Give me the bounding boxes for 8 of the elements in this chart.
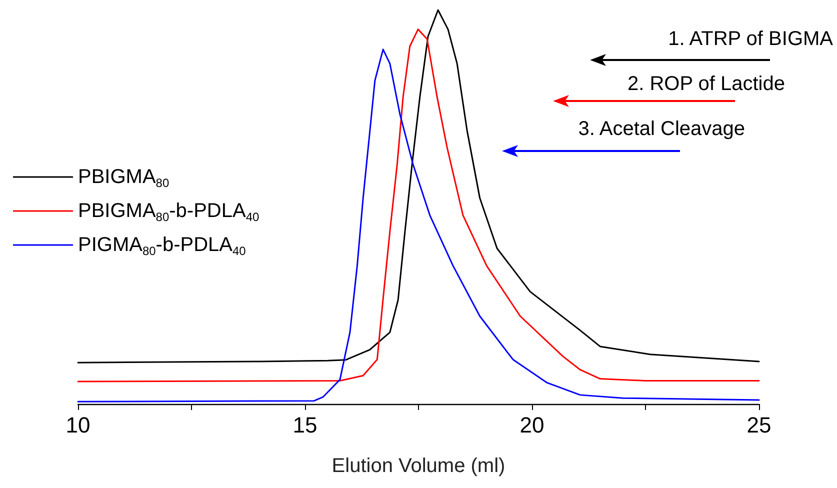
annotation: 2. ROP of Lactide <box>628 73 785 96</box>
annotation: 3. Acetal Cleavage <box>578 118 745 141</box>
annotation: 1. ATRP of BIGMA <box>668 28 833 51</box>
x-tick-label: 10 <box>66 412 90 438</box>
x-tick-label: 15 <box>292 412 318 438</box>
x-axis-title: Elution Volume (ml) <box>332 455 506 477</box>
x-tick-label: 20 <box>520 412 544 438</box>
x-tick-label: 25 <box>746 412 772 438</box>
